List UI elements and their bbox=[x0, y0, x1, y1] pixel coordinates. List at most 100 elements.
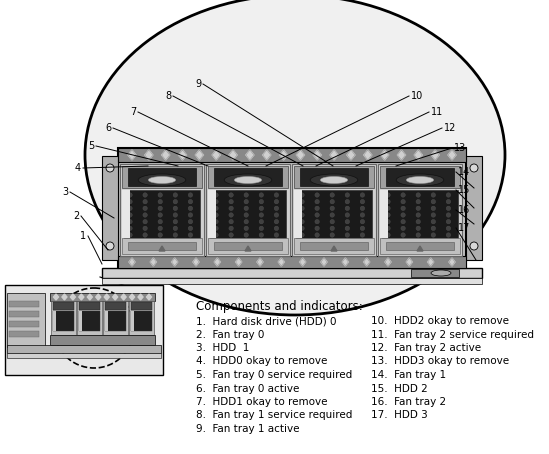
Ellipse shape bbox=[138, 174, 186, 186]
Circle shape bbox=[259, 199, 264, 204]
Polygon shape bbox=[263, 150, 271, 160]
Text: 15.  HDD 2: 15. HDD 2 bbox=[371, 384, 428, 394]
Circle shape bbox=[416, 193, 421, 197]
Polygon shape bbox=[385, 258, 391, 266]
Circle shape bbox=[214, 199, 218, 204]
Circle shape bbox=[401, 219, 405, 224]
Circle shape bbox=[446, 193, 451, 197]
Circle shape bbox=[158, 233, 163, 237]
Circle shape bbox=[416, 226, 421, 231]
Bar bbox=[300, 242, 368, 250]
Circle shape bbox=[128, 206, 132, 211]
Polygon shape bbox=[330, 150, 338, 160]
Polygon shape bbox=[79, 294, 84, 300]
Bar bbox=[208, 166, 288, 188]
Text: 13: 13 bbox=[454, 143, 466, 153]
Circle shape bbox=[315, 199, 320, 204]
Bar bbox=[7, 293, 45, 347]
Polygon shape bbox=[414, 150, 422, 160]
Bar bbox=[128, 168, 196, 186]
Circle shape bbox=[188, 199, 193, 204]
Polygon shape bbox=[313, 150, 321, 160]
Bar bbox=[9, 311, 39, 317]
Circle shape bbox=[300, 233, 304, 237]
Bar bbox=[466, 156, 482, 260]
Circle shape bbox=[416, 199, 421, 204]
Circle shape bbox=[345, 213, 350, 217]
Circle shape bbox=[360, 213, 365, 217]
Circle shape bbox=[401, 213, 405, 217]
Circle shape bbox=[158, 213, 163, 217]
Circle shape bbox=[315, 193, 320, 197]
Circle shape bbox=[259, 226, 264, 231]
Circle shape bbox=[386, 199, 390, 204]
Circle shape bbox=[244, 213, 248, 217]
Circle shape bbox=[401, 199, 405, 204]
Bar bbox=[105, 311, 108, 331]
Bar bbox=[206, 164, 290, 256]
Bar bbox=[77, 301, 102, 335]
Circle shape bbox=[431, 226, 435, 231]
Ellipse shape bbox=[321, 177, 348, 183]
Circle shape bbox=[330, 199, 334, 204]
Text: 7.  HDD1 okay to remove: 7. HDD1 okay to remove bbox=[196, 397, 328, 407]
Bar bbox=[210, 190, 286, 238]
Text: 4.  HDD0 okay to remove: 4. HDD0 okay to remove bbox=[196, 356, 327, 366]
Circle shape bbox=[274, 193, 279, 197]
Circle shape bbox=[244, 219, 248, 224]
Circle shape bbox=[143, 213, 147, 217]
Circle shape bbox=[386, 206, 390, 211]
Circle shape bbox=[386, 219, 390, 224]
Polygon shape bbox=[138, 294, 143, 300]
Text: 9.  Fan tray 1 active: 9. Fan tray 1 active bbox=[196, 424, 300, 434]
Circle shape bbox=[416, 213, 421, 217]
Circle shape bbox=[315, 226, 320, 231]
Circle shape bbox=[386, 213, 390, 217]
Circle shape bbox=[274, 219, 279, 224]
Circle shape bbox=[259, 219, 264, 224]
Text: 17.  HDD 3: 17. HDD 3 bbox=[371, 410, 428, 420]
Polygon shape bbox=[428, 258, 434, 266]
Bar bbox=[5, 285, 163, 375]
Circle shape bbox=[143, 233, 147, 237]
Bar bbox=[50, 293, 155, 301]
Circle shape bbox=[360, 206, 365, 211]
Circle shape bbox=[446, 199, 451, 204]
Bar bbox=[382, 190, 458, 238]
Polygon shape bbox=[347, 150, 355, 160]
Circle shape bbox=[214, 219, 218, 224]
Text: 16: 16 bbox=[458, 205, 470, 215]
Circle shape bbox=[300, 226, 304, 231]
Circle shape bbox=[431, 233, 435, 237]
Text: 10.  HDD2 okay to remove: 10. HDD2 okay to remove bbox=[371, 316, 509, 326]
Circle shape bbox=[330, 213, 334, 217]
Polygon shape bbox=[121, 294, 126, 300]
Circle shape bbox=[143, 193, 147, 197]
Bar bbox=[208, 190, 216, 238]
Circle shape bbox=[386, 226, 390, 231]
Circle shape bbox=[214, 213, 218, 217]
Text: 11.  Fan tray 2 service required: 11. Fan tray 2 service required bbox=[371, 330, 534, 340]
Circle shape bbox=[229, 199, 233, 204]
Ellipse shape bbox=[431, 270, 451, 276]
Bar bbox=[124, 190, 200, 238]
Bar bbox=[105, 311, 126, 331]
Circle shape bbox=[173, 233, 177, 237]
Polygon shape bbox=[343, 258, 348, 266]
Circle shape bbox=[214, 206, 218, 211]
Polygon shape bbox=[128, 150, 136, 160]
Circle shape bbox=[188, 193, 193, 197]
Circle shape bbox=[259, 213, 264, 217]
Circle shape bbox=[446, 219, 451, 224]
Ellipse shape bbox=[406, 177, 434, 183]
Circle shape bbox=[274, 213, 279, 217]
Polygon shape bbox=[406, 258, 412, 266]
Text: 3: 3 bbox=[62, 187, 68, 197]
Circle shape bbox=[143, 199, 147, 204]
Bar bbox=[294, 190, 302, 238]
Circle shape bbox=[188, 219, 193, 224]
Circle shape bbox=[315, 219, 320, 224]
Ellipse shape bbox=[148, 177, 176, 183]
Bar bbox=[300, 168, 368, 186]
Circle shape bbox=[345, 199, 350, 204]
